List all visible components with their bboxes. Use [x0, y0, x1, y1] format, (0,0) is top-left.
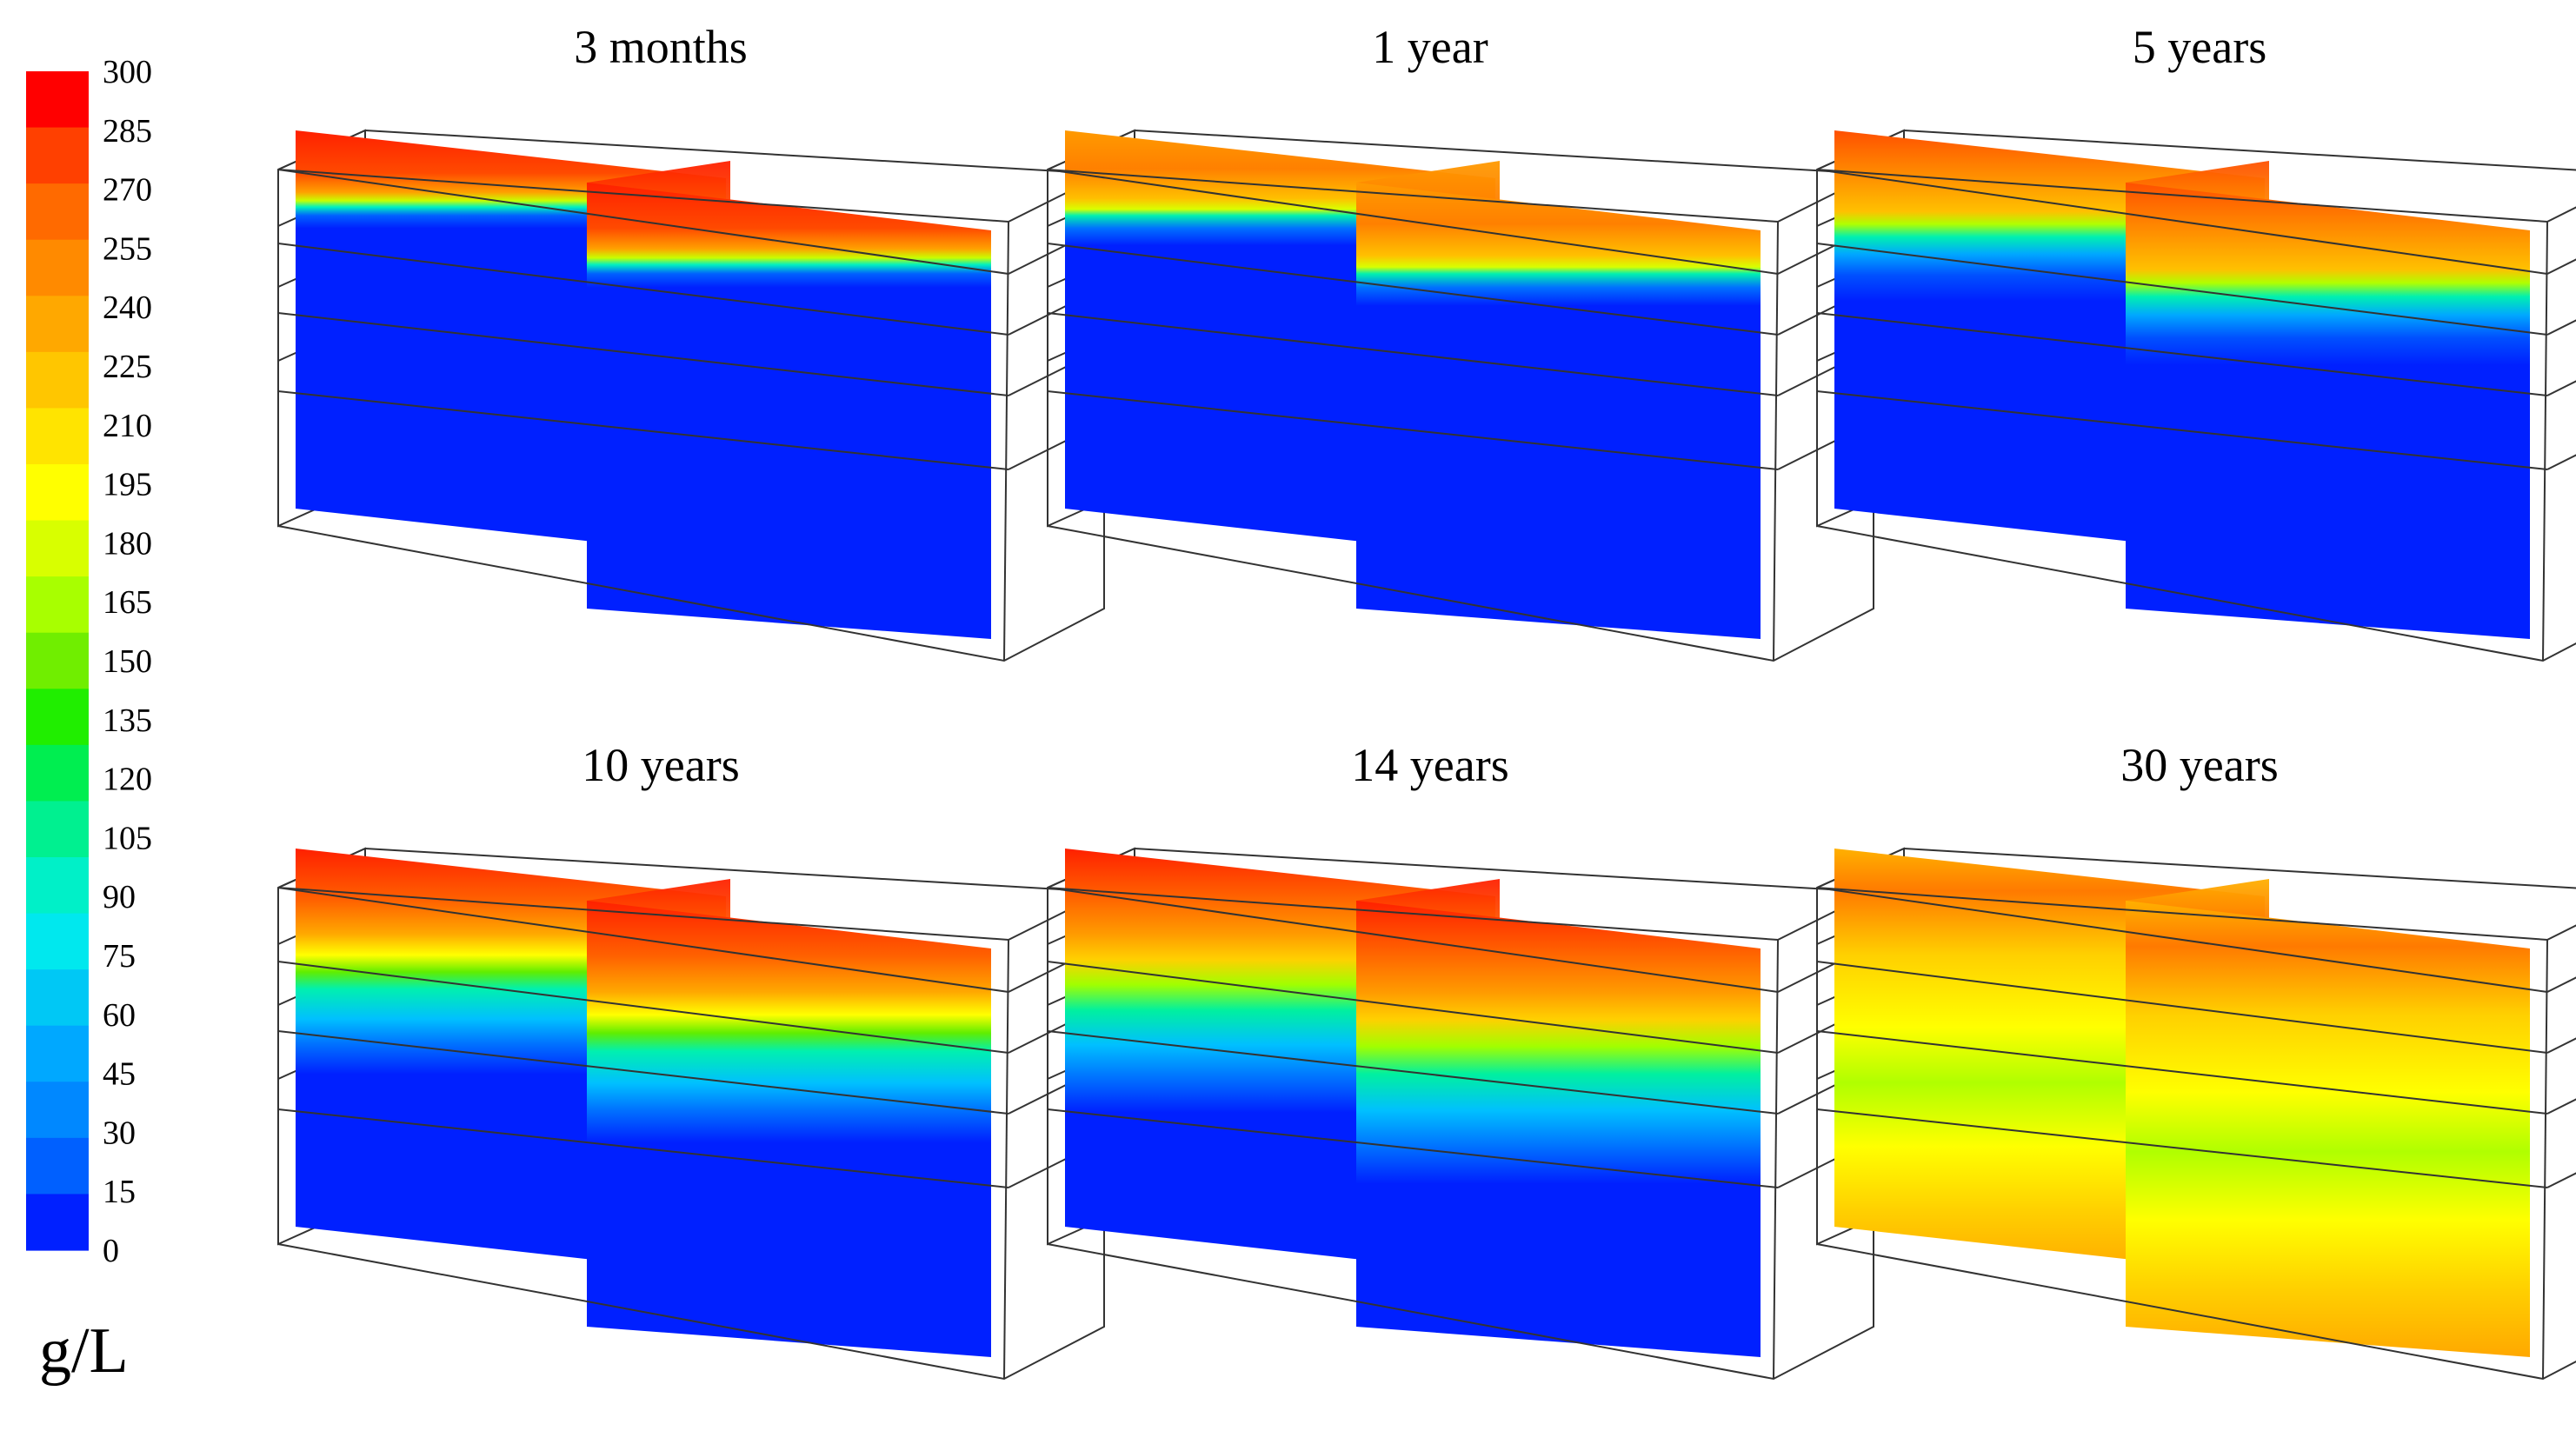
slice-front	[587, 183, 991, 639]
colorbar-tick-label: 285	[103, 113, 152, 150]
colorbar-legend: 3002852702552402252101951801651501351201…	[26, 54, 152, 1269]
panel-grid: 3 months 1 year 5 years 10 years 14 years 30 …	[277, 21, 2576, 1381]
colorbar-swatch	[26, 1025, 89, 1082]
slice-front	[2126, 183, 2530, 639]
colorbar-tick-label: 135	[103, 702, 152, 739]
panel-title: 10 years	[582, 739, 739, 791]
colorbar-tick-label: 45	[103, 1056, 136, 1093]
bounding-box-front	[1816, 169, 2576, 662]
colorbar-swatch	[26, 351, 89, 409]
bounding-box-front	[1816, 887, 2576, 1381]
colorbar-tick-label: 15	[103, 1174, 136, 1210]
colorbar-swatch	[26, 1194, 89, 1251]
panel-4: 10 years	[277, 739, 1105, 1381]
colorbar-tick-label: 120	[103, 762, 152, 798]
panel-title: 3 months	[574, 21, 748, 73]
panel-title: 5 years	[2133, 21, 2266, 73]
colorbar-swatch	[26, 520, 89, 577]
panel-2: 1 year	[1047, 21, 1874, 662]
colorbar-tick-label: 105	[103, 820, 152, 856]
colorbar-tick-label: 240	[103, 290, 152, 326]
slice-front	[1356, 183, 1761, 639]
colorbar-tick-label: 0	[103, 1233, 119, 1269]
slice-front	[2126, 901, 2530, 1357]
colorbar-swatch	[26, 1137, 89, 1195]
colorbar-tick-label: 60	[103, 997, 136, 1034]
colorbar-swatch	[26, 913, 89, 970]
colorbar-tick-label: 30	[103, 1115, 136, 1151]
colorbar-tick-label: 195	[103, 467, 152, 503]
panel-1: 3 months	[277, 21, 1105, 662]
colorbar-tick-label: 270	[103, 172, 152, 209]
colorbar-swatch	[26, 969, 89, 1027]
colorbar-swatch	[26, 689, 89, 746]
colorbar-tick-label: 165	[103, 584, 152, 621]
colorbar-tick-label: 75	[103, 938, 136, 975]
colorbar-tick-label: 150	[103, 643, 152, 680]
colorbar-tick-label: 225	[103, 349, 152, 385]
colorbar-tick-label: 300	[103, 54, 152, 90]
colorbar-swatch	[26, 296, 89, 353]
panel-title: 1 year	[1372, 21, 1488, 73]
colorbar-swatch	[26, 464, 89, 522]
colorbar-swatch	[26, 408, 89, 465]
colorbar-swatch	[26, 1082, 89, 1139]
colorbar-swatch	[26, 183, 89, 241]
colorbar-swatch	[26, 239, 89, 296]
slice-front	[1356, 901, 1761, 1357]
colorbar-swatch	[26, 632, 89, 689]
slice-front	[587, 901, 991, 1357]
colorbar-swatch	[26, 801, 89, 858]
panel-title: 30 years	[2120, 739, 2278, 791]
panel-3: 5 years	[1816, 21, 2576, 662]
colorbar-swatch	[26, 127, 89, 184]
panel-6: 30 years	[1816, 739, 2576, 1381]
colorbar-swatch	[26, 857, 89, 915]
colorbar-swatch	[26, 71, 89, 129]
colorbar-swatch	[26, 576, 89, 634]
colorbar-tick-label: 180	[103, 525, 152, 562]
colorbar-tick-label: 90	[103, 879, 136, 915]
panel-5: 14 years	[1047, 739, 1874, 1381]
colorbar-swatch	[26, 744, 89, 802]
colorbar-tick-label: 255	[103, 230, 152, 267]
colorbar-tick-label: 210	[103, 408, 152, 444]
colorbar-unit-label: g/L	[39, 1315, 129, 1387]
panel-title: 14 years	[1351, 739, 1508, 791]
